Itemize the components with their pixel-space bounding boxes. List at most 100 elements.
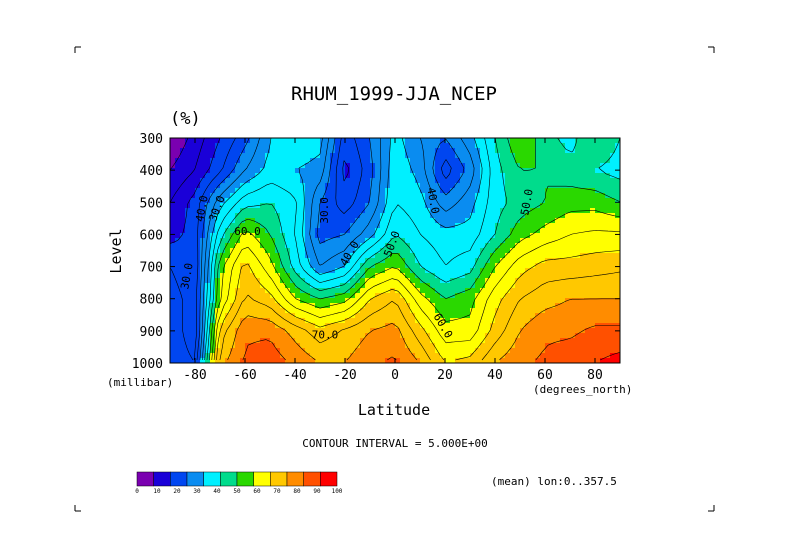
field-cell [240,158,246,164]
field-cell [170,198,176,204]
field-cell [280,308,286,314]
field-cell [440,263,446,269]
field-cell [570,283,576,289]
field-cell [465,208,471,214]
field-cell [450,263,456,269]
field-cell [215,178,221,184]
field-cell [405,228,411,234]
field-cell [180,158,186,164]
field-cell [565,238,571,244]
field-cell [430,158,436,164]
field-cell [215,143,221,149]
field-cell [235,268,241,274]
field-cell [295,183,301,189]
field-cell [470,353,476,359]
field-cell [380,358,386,363]
field-cell [525,168,531,174]
field-cell [420,258,426,264]
field-cell [325,343,331,349]
field-cell [390,248,396,254]
field-cell [425,338,431,344]
field-cell [335,318,341,324]
field-cell [405,198,411,204]
field-cell [175,188,181,194]
field-cell [245,288,251,294]
field-cell [305,318,311,324]
field-cell [335,208,341,214]
field-cell [265,238,271,244]
field-cell [575,213,581,219]
field-cell [285,268,291,274]
field-cell [545,293,551,299]
field-cell [565,338,571,344]
field-cell [465,153,471,159]
field-cell [610,303,616,309]
field-cell [535,158,541,164]
field-cell [400,173,406,179]
field-cell [445,313,451,319]
field-cell [395,153,401,159]
field-cell [345,173,351,179]
field-cell [490,328,496,334]
field-cell [490,213,496,219]
field-cell [295,303,301,309]
field-cell [435,253,441,259]
field-cell [590,278,596,284]
field-cell [465,198,471,204]
field-cell [395,353,401,359]
field-cell [535,193,541,199]
field-cell [290,263,296,269]
colorbar-label: 80 [293,488,301,495]
field-cell [355,208,361,214]
field-cell [435,178,441,184]
field-cell [310,263,316,269]
field-cell [320,338,326,344]
field-cell [375,348,381,354]
field-cell [295,188,301,194]
field-cell [220,358,226,363]
field-cell [575,303,581,309]
field-cell [505,333,511,339]
field-cell [290,323,296,329]
field-cell [470,198,476,204]
field-cell [520,358,526,363]
field-cell [595,353,601,359]
field-cell [605,353,611,359]
field-cell [250,248,256,254]
field-cell [380,283,386,289]
colorbar-label: 50 [233,488,241,495]
field-cell [450,228,456,234]
field-cell [340,273,346,279]
field-cell [255,138,261,144]
field-cell [540,198,546,204]
field-cell [230,248,236,254]
field-cell [200,258,206,264]
field-cell [515,238,521,244]
field-cell [590,318,596,324]
field-cell [575,158,581,164]
field-cell [375,248,381,254]
field-cell [245,283,251,289]
field-cell [205,188,211,194]
field-cell [595,233,601,239]
field-cell [300,318,306,324]
field-cell [560,293,566,299]
field-cell [380,303,386,309]
field-cell [460,348,466,354]
field-cell [460,183,466,189]
field-cell [495,293,501,299]
field-cell [510,358,516,363]
field-cell [595,288,601,294]
field-cell [425,208,431,214]
field-cell [240,273,246,279]
field-cell [490,218,496,224]
field-cell [410,298,416,304]
field-cell [355,338,361,344]
field-cell [475,313,481,319]
field-cell [200,298,206,304]
field-cell [270,308,276,314]
field-cell [435,238,441,244]
field-cell [585,358,591,363]
field-cell [295,298,301,304]
field-cell [240,243,246,249]
